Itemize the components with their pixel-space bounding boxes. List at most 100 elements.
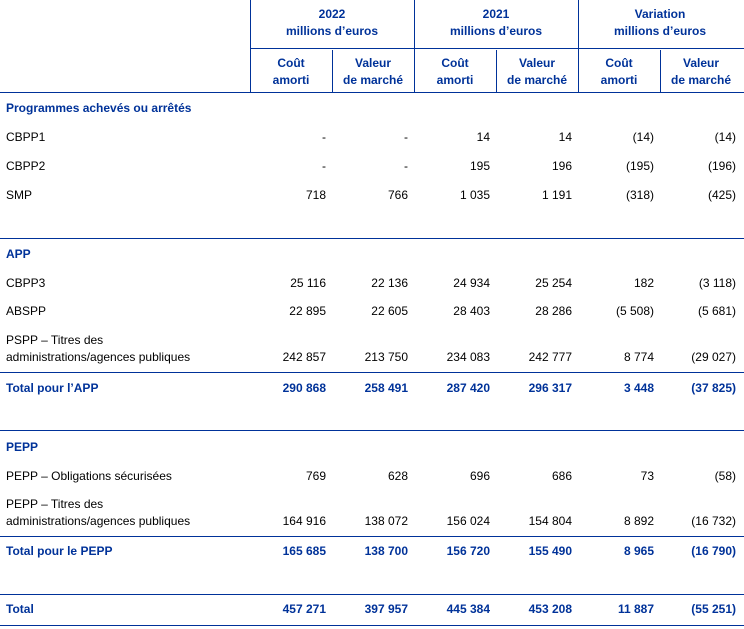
cell-value: 195 xyxy=(469,158,490,173)
cell-value: 73 xyxy=(640,468,654,483)
cell-value: 1 191 xyxy=(541,187,572,202)
cell-value: 14 xyxy=(558,129,572,144)
cell-value: 138 072 xyxy=(364,514,408,528)
cell-value: (195) xyxy=(625,158,654,173)
column-header: Valeur de marché xyxy=(670,56,732,87)
section-title: PEPP xyxy=(6,439,39,454)
cell-value: - xyxy=(404,129,408,144)
cell-value: (5 508) xyxy=(615,303,654,318)
cell-value: (425) xyxy=(707,187,736,202)
cell-value: (14) xyxy=(632,129,654,144)
rule xyxy=(0,594,744,595)
column-header: Valeur de marché xyxy=(506,56,568,87)
cell-value: 766 xyxy=(387,187,408,202)
rule xyxy=(250,48,744,49)
column-header: Valeur de marché xyxy=(342,56,404,87)
cell-value: 196 xyxy=(551,158,572,173)
row-label: SMP xyxy=(6,187,33,202)
column-header: Coût amorti xyxy=(272,56,310,87)
cell-value: - xyxy=(322,158,326,173)
total-value: (37 825) xyxy=(691,380,736,395)
total-value: 296 317 xyxy=(528,380,572,395)
group-title: 2021 xyxy=(482,7,510,21)
cell-value: - xyxy=(404,158,408,173)
cell-value: 22 136 xyxy=(371,275,408,290)
row-label: CBPP1 xyxy=(6,129,46,144)
cell-value: 8 892 xyxy=(623,514,654,528)
total-value: 445 384 xyxy=(446,601,490,616)
total-label: Total xyxy=(6,601,34,616)
group-unit: millions d’euros xyxy=(613,24,706,38)
group-unit: millions d’euros xyxy=(449,24,542,38)
rule xyxy=(332,50,333,92)
total-value: 165 685 xyxy=(282,543,326,558)
group-unit: millions d’euros xyxy=(285,24,378,38)
row-label: ABSPP xyxy=(6,303,47,318)
rule xyxy=(250,0,251,92)
total-value: 3 448 xyxy=(623,380,654,395)
cell-value: (196) xyxy=(707,158,736,173)
total-value: 258 491 xyxy=(364,380,408,395)
group-title: Variation xyxy=(634,7,686,21)
cell-value: 234 083 xyxy=(446,350,490,364)
total-value: 287 420 xyxy=(446,380,490,395)
row-label: CBPP2 xyxy=(6,158,46,173)
cell-value: 242 857 xyxy=(282,350,326,364)
total-value: 457 271 xyxy=(282,601,326,616)
cell-value: 25 254 xyxy=(535,275,572,290)
row-label: PEPP – Titres des administrations/agence… xyxy=(6,497,191,528)
total-value: 155 490 xyxy=(528,543,572,558)
rule xyxy=(0,625,744,626)
cell-value: 28 286 xyxy=(535,303,572,318)
section-title: Programmes achevés ou arrêtés xyxy=(6,100,192,115)
cell-value: 8 774 xyxy=(623,350,654,364)
row-label: PEPP – Obligations sécurisées xyxy=(6,468,172,483)
total-value: 8 965 xyxy=(623,543,654,558)
cell-value: 718 xyxy=(305,187,326,202)
cell-value: 769 xyxy=(305,468,326,483)
cell-value: 1 035 xyxy=(459,187,490,202)
total-value: (16 790) xyxy=(691,543,736,558)
rule xyxy=(414,0,415,92)
total-label: Total pour le PEPP xyxy=(6,543,113,558)
cell-value: 686 xyxy=(551,468,572,483)
total-value: 138 700 xyxy=(364,543,408,558)
cell-value: 14 xyxy=(476,129,490,144)
rule xyxy=(0,372,744,373)
cell-value: 22 895 xyxy=(289,303,326,318)
row-label: CBPP3 xyxy=(6,275,46,290)
group-title: 2022 xyxy=(318,7,346,21)
cell-value: (5 681) xyxy=(697,303,736,318)
total-value: 453 208 xyxy=(528,601,572,616)
cell-value: 24 934 xyxy=(453,275,490,290)
cell-value: 628 xyxy=(387,468,408,483)
rule xyxy=(0,238,744,239)
cell-value: - xyxy=(322,129,326,144)
cell-value: (29 027) xyxy=(691,350,736,364)
total-value: 397 957 xyxy=(364,601,408,616)
cell-value: 22 605 xyxy=(371,303,408,318)
cell-value: 696 xyxy=(469,468,490,483)
row-label: PSPP – Titres des administrations/agence… xyxy=(6,333,191,364)
rule xyxy=(0,92,744,93)
rule xyxy=(496,50,497,92)
cell-value: 213 750 xyxy=(364,350,408,364)
cell-value: 242 777 xyxy=(528,350,572,364)
column-header: Coût amorti xyxy=(436,56,474,87)
total-value: 290 868 xyxy=(282,380,326,395)
total-value: 156 720 xyxy=(446,543,490,558)
cell-value: 164 916 xyxy=(282,514,326,528)
cell-value: (14) xyxy=(714,129,736,144)
cell-value: (16 732) xyxy=(691,514,736,528)
cell-value: 154 804 xyxy=(528,514,572,528)
rule xyxy=(0,430,744,431)
total-value: (55 251) xyxy=(691,601,736,616)
cell-value: (318) xyxy=(625,187,654,202)
cell-value: 156 024 xyxy=(446,514,490,528)
total-value: 11 887 xyxy=(617,601,654,616)
section-title: APP xyxy=(6,246,31,261)
cell-value: 25 116 xyxy=(290,275,326,290)
cell-value: 182 xyxy=(633,275,654,290)
rule xyxy=(578,0,579,92)
